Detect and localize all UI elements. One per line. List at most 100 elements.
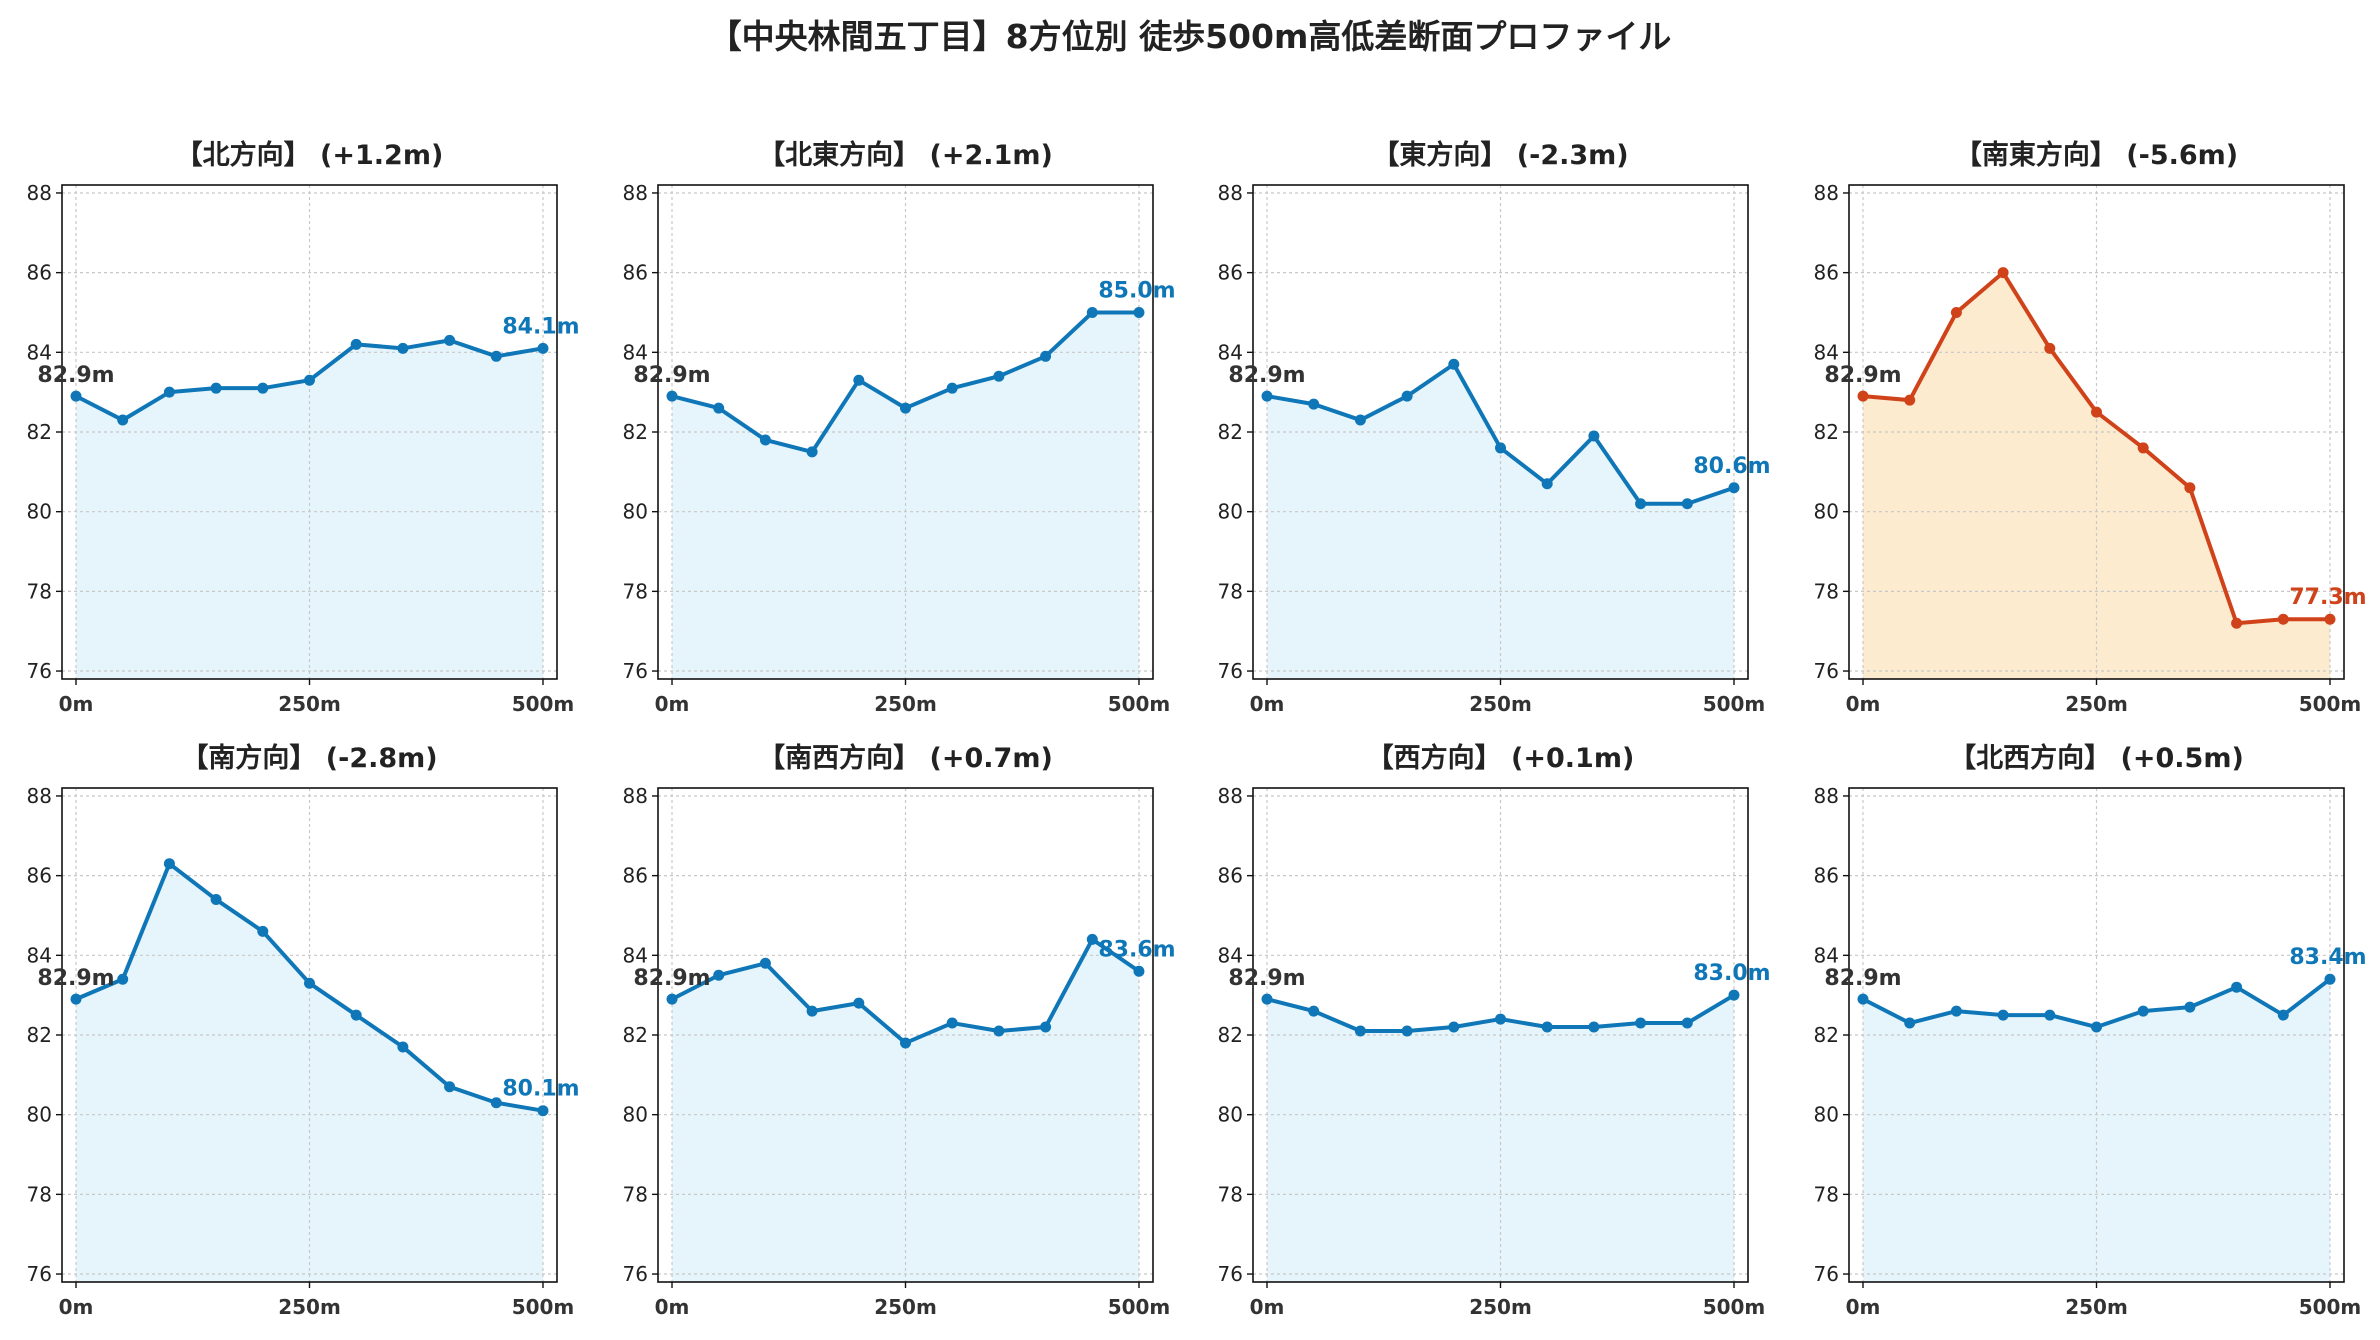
y-tick-label: 84 [1814,943,1839,967]
data-point [1541,478,1553,490]
data-point [1904,1017,1916,1029]
x-tick-label: 0m [655,1295,690,1319]
y-tick-label: 82 [1814,420,1839,444]
data-point [1588,1021,1600,1033]
y-tick-label: 76 [27,659,52,683]
y-tick-label: 84 [27,943,52,967]
y-tick-label: 86 [623,261,648,285]
y-tick-label: 84 [27,340,52,364]
y-tick-label: 78 [27,579,52,603]
data-point [2091,1021,2102,1033]
data-point [759,434,771,446]
y-tick-label: 86 [27,864,52,888]
y-tick-label: 82 [27,420,52,444]
y-tick-label: 88 [623,784,648,808]
x-tick-label: 500m [2299,692,2362,716]
data-point [1635,498,1647,510]
y-tick-label: 88 [1218,181,1243,205]
y-tick-label: 78 [1814,1182,1839,1206]
y-tick-label: 84 [1814,340,1839,364]
panel-4: 76 78 80 82 84 86 88 0m 250m 500m 【南方向】 (-2.8m) 82.… [27,742,580,1319]
data-point [257,382,269,394]
data-point [70,390,82,402]
data-point [210,382,222,394]
data-point [2091,406,2102,418]
x-tick-label: 500m [1703,692,1766,716]
data-point [444,1081,456,1093]
panel-title: 【北西方向】 (+0.5m) [1949,742,2244,774]
data-point [1681,498,1693,510]
data-point [163,858,175,870]
data-point [1133,306,1145,318]
start-elevation-label: 82.9m [1228,966,1305,991]
data-point [163,386,175,398]
x-tick-label: 500m [1108,692,1171,716]
x-tick-label: 0m [655,692,690,716]
x-tick-label: 250m [278,1295,341,1319]
data-point [759,957,771,969]
data-point [1857,993,1869,1005]
end-elevation-label: 77.3m [2289,585,2366,610]
data-point [1635,1017,1647,1029]
panel-title: 【東方向】 (-2.3m) [1372,139,1628,171]
end-elevation-label: 80.6m [1693,454,1770,479]
y-tick-label: 86 [1218,261,1243,285]
y-tick-label: 86 [1814,261,1839,285]
x-tick-label: 500m [1108,1295,1171,1319]
y-tick-label: 84 [1218,943,1243,967]
data-point [900,402,911,414]
start-elevation-label: 82.9m [633,363,710,388]
area-fill [672,939,1139,1282]
x-tick-label: 250m [1469,692,1532,716]
x-tick-label: 0m [59,692,94,716]
data-point [1040,350,1052,362]
start-elevation-label: 82.9m [1824,363,1901,388]
x-tick-label: 250m [1469,1295,1532,1319]
panel-5: 76 78 80 82 84 86 88 0m 250m 500m 【南西方向】 (+0.7m) 82… [623,742,1176,1319]
data-point [853,374,865,386]
data-point [397,1041,409,1053]
y-tick-label: 82 [27,1023,52,1047]
data-point [1040,1021,1052,1033]
x-tick-label: 0m [59,1295,94,1319]
x-tick-label: 0m [1250,1295,1285,1319]
panel-2: 76 78 80 82 84 86 88 0m 250m 500m 【東方向】 (-2.3m) 82.… [1218,139,1771,716]
y-tick-label: 84 [623,340,648,364]
data-point [117,973,129,985]
start-elevation-label: 82.9m [1228,363,1305,388]
data-point [713,402,725,414]
data-point [1086,933,1098,945]
data-point [806,446,818,458]
panel-1: 76 78 80 82 84 86 88 0m 250m 500m 【北東方向】 (+2.1m) 82… [623,139,1176,716]
y-tick-label: 76 [623,1262,648,1286]
y-tick-label: 84 [1218,340,1243,364]
panel-3: 76 78 80 82 84 86 88 0m 250m 500m 【南東方向】 (-5.6m) 82… [1814,139,2367,716]
x-tick-label: 500m [512,1295,575,1319]
y-tick-label: 76 [1814,659,1839,683]
data-point [2231,981,2243,993]
data-point [2044,342,2056,354]
y-tick-label: 88 [1814,181,1839,205]
data-point [1728,482,1740,494]
data-point [993,370,1005,382]
y-tick-label: 78 [1814,579,1839,603]
end-elevation-label: 85.0m [1098,278,1175,303]
data-point [1495,1013,1506,1025]
end-elevation-label: 80.1m [502,1077,579,1102]
start-elevation-label: 82.9m [1824,966,1901,991]
start-elevation-label: 82.9m [37,363,114,388]
panel-0: 76 78 80 82 84 86 88 0m 250m 500m 【北方向】 (+1.2m) 82.… [27,139,580,716]
data-point [2324,973,2336,985]
start-elevation-label: 82.9m [633,966,710,991]
data-point [993,1025,1005,1037]
data-point [853,997,865,1009]
x-tick-label: 500m [2299,1295,2362,1319]
y-tick-label: 80 [1814,500,1839,524]
x-tick-label: 0m [1846,1295,1881,1319]
end-elevation-label: 83.6m [1098,937,1175,962]
data-point [1588,430,1600,442]
data-point [1448,358,1460,370]
data-point [1950,1005,1962,1017]
data-point [946,1017,958,1029]
